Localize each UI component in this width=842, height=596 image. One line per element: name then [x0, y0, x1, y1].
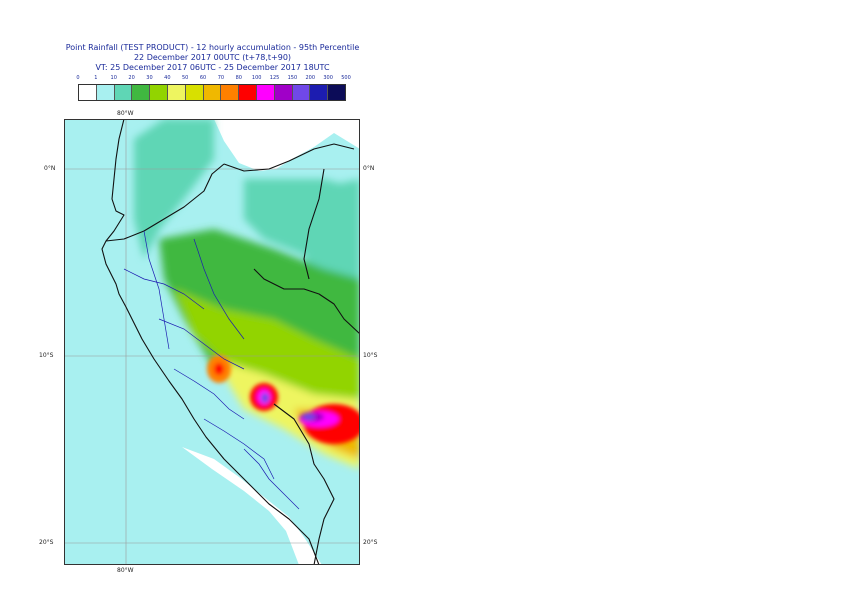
rain-peak-central-blue — [261, 393, 269, 403]
legend-tick-label: 40 — [164, 75, 171, 81]
map-frame — [64, 119, 360, 565]
legend-tick-label: 1 — [94, 75, 98, 81]
legend-tick-label: 20 — [128, 75, 135, 81]
legend-tick-label: 70 — [217, 75, 225, 81]
regional-boundary-5 — [203, 418, 275, 480]
legend-swatch — [292, 85, 311, 100]
border-colombia-brazil — [303, 168, 325, 280]
legend-tick-label: 300 — [323, 75, 333, 81]
latitude-label-right-20s: 20°S — [363, 539, 378, 546]
legend-swatch — [256, 85, 275, 100]
latitude-label-left-10s: 10°S — [39, 352, 54, 359]
regional-boundary-3 — [158, 318, 245, 370]
legend-swatch — [239, 85, 257, 100]
legend-swatch — [167, 85, 186, 100]
legend-swatch — [203, 85, 222, 100]
border-ecuador-peru — [105, 163, 225, 242]
legend-swatch — [132, 85, 151, 100]
legend-swatch — [185, 85, 204, 100]
border-peru-brazil — [253, 268, 360, 335]
legend-swatch — [310, 85, 329, 100]
dry-land-area-coast — [182, 447, 322, 565]
latitude-label-right-10s: 10°S — [363, 352, 378, 359]
rainfall-color-legend — [78, 84, 346, 101]
regional-boundary-7 — [193, 238, 245, 340]
regional-boundary-1 — [143, 230, 170, 350]
legend-swatch — [79, 85, 97, 100]
legend-swatch — [150, 85, 168, 100]
legend-tick-label: 30 — [146, 75, 153, 81]
legend-tick-label: 500 — [341, 75, 351, 81]
legend-tick-label: 10 — [110, 75, 117, 81]
legend-tick-label: 60 — [199, 75, 207, 81]
latitude-label-left-20s: 20°S — [39, 539, 54, 546]
legend-tick-label: 125 — [269, 75, 280, 81]
rain-peak-west-red — [214, 363, 224, 375]
legend-swatch — [221, 85, 240, 100]
rain-10-20-mm-northwest — [134, 119, 214, 259]
regional-boundary-2 — [123, 268, 205, 310]
latitude-label-right-0n: 0°N — [363, 165, 375, 172]
dry-land-area-north — [214, 119, 360, 171]
regional-boundary-4 — [173, 368, 245, 420]
legend-tick-label: 200 — [305, 75, 316, 81]
latitude-label-left-0n: 0°N — [44, 165, 56, 172]
legend-tick-label: 80 — [235, 75, 242, 81]
legend-tick-labels: 0 1 10 20 30 40 50 60 70 80 100 125 150 200 300 500 — [76, 75, 350, 85]
coastline — [101, 119, 320, 565]
base-time-label: 22 December 2017 00UTC (t+78,t+90) — [133, 53, 292, 62]
legend-tick-label: 50 — [182, 75, 189, 81]
map-title: Point Rainfall (TEST PRODUCT) - 12 hourl… — [65, 43, 360, 52]
rainfall-map — [64, 119, 360, 565]
validity-time-label: VT: 25 December 2017 06UTC - 25 December… — [95, 63, 330, 72]
border-colombia-peru — [223, 143, 355, 172]
border-peru-bolivia — [273, 403, 335, 565]
legend-swatch — [114, 85, 133, 100]
rain-peak-southeast-blue — [303, 414, 315, 420]
legend-swatch — [328, 85, 345, 100]
regional-boundary-6 — [243, 448, 300, 510]
legend-swatch — [96, 85, 115, 100]
legend-tick-label: 0 — [76, 75, 80, 81]
longitude-label-bottom: 80°W — [117, 567, 134, 574]
legend-tick-label: 150 — [287, 75, 298, 81]
legend-tick-label: 100 — [251, 75, 262, 81]
longitude-label-top: 80°W — [117, 110, 134, 117]
legend-swatch — [274, 85, 293, 100]
